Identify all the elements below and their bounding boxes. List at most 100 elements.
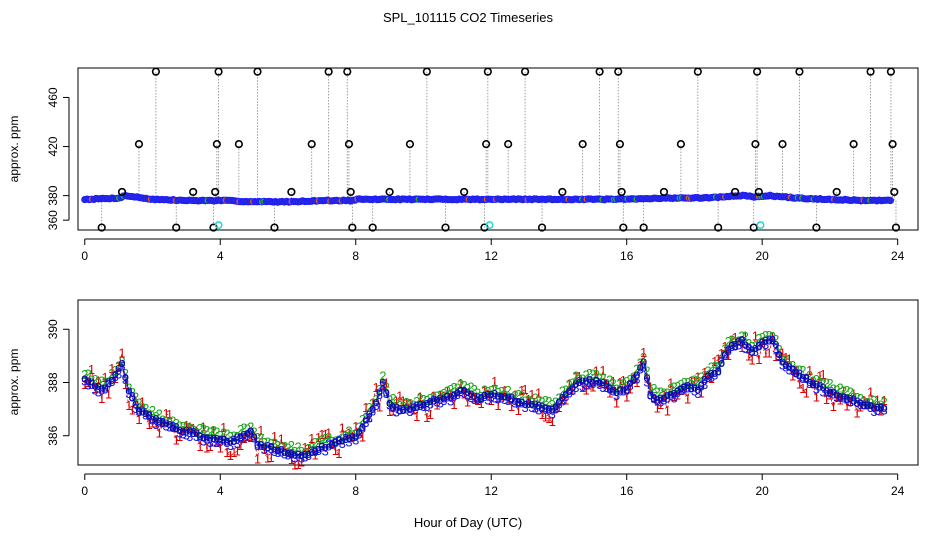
- series-3-point: 3: [569, 383, 576, 398]
- series-1-point: 1: [152, 415, 159, 430]
- series-1-point: 1: [261, 441, 268, 456]
- series-3-point: 3: [156, 414, 163, 429]
- series-o-point: o: [776, 346, 783, 361]
- series-o-point: o: [836, 389, 843, 404]
- series-2-point: 2: [129, 385, 136, 400]
- series-1-point: 1: [325, 426, 332, 441]
- series-1-point: 1: [423, 410, 430, 425]
- series-2-point: 2: [220, 426, 227, 441]
- series-o-point: o: [853, 395, 860, 410]
- series-1-point: 1: [596, 375, 603, 390]
- series-3-point: 3: [511, 396, 518, 411]
- series-2-point: 2: [162, 414, 169, 429]
- series-1-point: 1: [95, 374, 102, 389]
- series-1-point: 1: [118, 345, 125, 360]
- series-o-point: o: [816, 379, 823, 394]
- mean-dashed-line: [84, 336, 885, 456]
- series-o-point: o: [345, 430, 352, 445]
- series-o-point: o: [386, 395, 393, 410]
- series-3-point: 3: [284, 448, 291, 463]
- series-2-point: 2: [569, 376, 576, 391]
- series-2-point: 2: [295, 439, 302, 454]
- series-2-point: 2: [142, 401, 149, 416]
- outlier-point: [134, 139, 144, 149]
- series-o-point: o: [288, 445, 295, 460]
- series-3-point: 3: [81, 374, 88, 389]
- series-o-point: o: [264, 440, 271, 455]
- series-o-point: o: [85, 372, 92, 387]
- series-3-point: 3: [501, 392, 508, 407]
- series-o-point: o: [542, 400, 549, 415]
- series-1-point: 1: [674, 388, 681, 403]
- series-3-point: 3: [132, 401, 139, 416]
- series-3-point: 3: [356, 427, 363, 442]
- series-o-point: o: [362, 411, 369, 426]
- series-2-point: 2: [620, 376, 627, 391]
- series-3-point: 3: [620, 383, 627, 398]
- series-2-point: 2: [322, 431, 329, 446]
- series-3-point: 3: [152, 417, 159, 432]
- series-2-point: 2: [254, 430, 261, 445]
- series-o-point: o: [772, 336, 779, 351]
- series-3-point: 3: [650, 391, 657, 406]
- series-o-point: o: [779, 353, 786, 368]
- series-1-point: 1: [406, 397, 413, 412]
- series-2-point: 2: [467, 380, 474, 395]
- x-tick-label: 24: [891, 484, 905, 498]
- series-o-point: o: [721, 346, 728, 361]
- series-2-point: 2: [423, 393, 430, 408]
- series-2-point: 2: [762, 328, 769, 343]
- series-3-point: 3: [328, 437, 335, 452]
- series-1-point: 1: [291, 458, 298, 473]
- series-1-point: 1: [823, 392, 830, 407]
- series-2-point: 2: [179, 419, 186, 434]
- series-o-point: o: [674, 382, 681, 397]
- series-2-point: 2: [217, 428, 224, 443]
- series-1-point: 1: [542, 410, 549, 425]
- series-o-point: o: [301, 446, 308, 461]
- series-1-point: 1: [288, 452, 295, 467]
- series-o-point: o: [582, 372, 589, 387]
- series-3-point: 3: [413, 399, 420, 414]
- series-3-point: 3: [461, 385, 468, 400]
- series-3-point: 3: [613, 388, 620, 403]
- series-3-point: 3: [264, 439, 271, 454]
- series-3-point: 3: [603, 380, 610, 395]
- series-o-point: o: [796, 367, 803, 382]
- series-o-point: o: [328, 436, 335, 451]
- outlier-point: [778, 139, 787, 149]
- series-2-point: 2: [779, 353, 786, 368]
- series-1-point: 1: [230, 445, 237, 460]
- series-1-point: 1: [555, 400, 562, 415]
- series-o-point: o: [626, 375, 633, 390]
- series-2-point: 2: [389, 391, 396, 406]
- series-o-point: o: [698, 377, 705, 392]
- series-1-point: 1: [349, 429, 356, 444]
- outlier-point: [343, 67, 352, 76]
- series-3-point: 3: [694, 386, 701, 401]
- series-o-point: o: [217, 431, 224, 446]
- series-1-point: 1: [464, 395, 471, 410]
- series-o-point: o: [671, 385, 678, 400]
- series-o-point: o: [477, 390, 484, 405]
- series-3-point: 3: [535, 403, 542, 418]
- series-3-point: 3: [162, 418, 169, 433]
- series-1-point: 1: [162, 406, 169, 421]
- series-2-point: 2: [613, 381, 620, 396]
- series-2-point: 2: [213, 425, 220, 440]
- series-3-point: 3: [566, 385, 573, 400]
- series-o-point: o: [383, 384, 390, 399]
- series-2-point: 2: [457, 377, 464, 392]
- series-1-point: 1: [301, 440, 308, 455]
- series-1-point: 1: [257, 423, 264, 438]
- series-3-point: 3: [369, 404, 376, 419]
- series-2-point: 2: [738, 329, 745, 344]
- series-1-point: 1: [254, 452, 261, 467]
- series-o-point: o: [559, 389, 566, 404]
- series-o-point: o: [430, 393, 437, 408]
- series-3-point: 3: [101, 381, 108, 396]
- series-3-point: 3: [532, 401, 539, 416]
- series-o-point: o: [403, 400, 410, 415]
- bottom-x-axis: 0 4 8 12 16 20 24: [81, 473, 905, 498]
- series-3-point: 3: [836, 390, 843, 405]
